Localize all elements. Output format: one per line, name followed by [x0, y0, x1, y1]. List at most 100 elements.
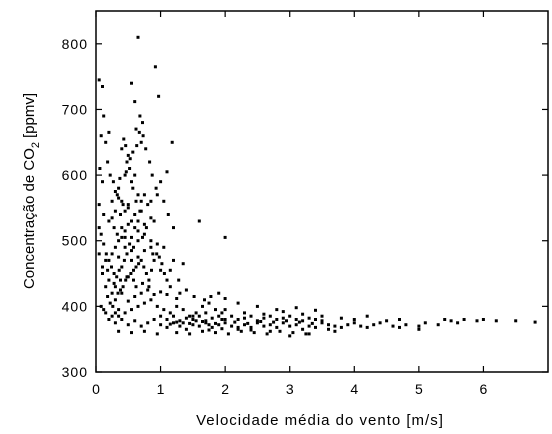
data-point [120, 235, 124, 239]
data-point [128, 167, 132, 170]
data-point [136, 35, 140, 39]
y-axis-label-main: Concentração de CO [21, 148, 38, 289]
data-point [124, 144, 128, 148]
data-point [372, 323, 376, 327]
data-point [136, 219, 140, 223]
data-point [210, 325, 214, 329]
data-point [172, 314, 175, 318]
data-point [230, 314, 234, 318]
data-point [391, 324, 395, 328]
x-tick-label: 0 [92, 381, 100, 397]
data-point [134, 127, 138, 131]
data-point [149, 298, 153, 302]
data-point [223, 297, 227, 300]
data-point [139, 324, 143, 328]
data-point [122, 137, 126, 141]
data-point [191, 323, 195, 327]
data-point [398, 325, 401, 329]
data-point [159, 268, 163, 272]
data-point [333, 329, 337, 333]
data-point [147, 285, 151, 289]
data-point [115, 232, 119, 236]
data-point [133, 319, 137, 323]
data-point [133, 173, 137, 177]
data-point [236, 318, 240, 321]
data-point [104, 285, 108, 289]
data-point [209, 295, 213, 298]
data-point [120, 265, 124, 269]
data-point [239, 329, 243, 333]
data-point [514, 319, 518, 323]
data-point [132, 245, 135, 249]
data-point [168, 311, 172, 315]
data-point [99, 304, 103, 308]
data-point [252, 331, 256, 335]
data-point [217, 323, 221, 327]
data-point [288, 334, 292, 338]
data-point [188, 321, 192, 325]
plot-frame [95, 10, 549, 373]
data-point [142, 329, 146, 333]
data-point [162, 272, 166, 275]
data-point [110, 314, 114, 318]
data-point [111, 304, 115, 308]
data-point [123, 229, 127, 233]
x-tick-label: 2 [221, 381, 229, 397]
data-point [449, 319, 453, 323]
data-point [125, 275, 129, 279]
data-point [117, 268, 121, 272]
data-point [249, 328, 253, 332]
data-point [255, 319, 259, 323]
data-point [278, 329, 282, 333]
y-tick-label: 300 [62, 364, 88, 380]
data-point [146, 321, 150, 325]
data-point [142, 232, 146, 236]
data-point [188, 332, 192, 336]
data-point [188, 314, 192, 318]
data-point [259, 320, 263, 323]
data-point [106, 268, 110, 272]
data-point [236, 325, 240, 329]
data-point [152, 219, 156, 223]
data-point [223, 318, 227, 321]
data-point [275, 308, 279, 312]
data-point [121, 203, 125, 207]
data-point [130, 81, 133, 85]
data-point [462, 318, 466, 321]
y-tick-label: 800 [62, 36, 88, 52]
data-point [294, 323, 298, 327]
data-point [181, 321, 185, 325]
data-point [154, 186, 158, 190]
data-point [157, 94, 161, 98]
data-point [314, 318, 317, 321]
data-point [104, 258, 108, 262]
data-point [207, 323, 211, 327]
data-point [139, 199, 143, 203]
data-point [378, 321, 382, 325]
data-point [255, 321, 259, 325]
data-point [102, 242, 106, 246]
y-axis-label-subscript: 2 [30, 142, 42, 148]
data-point [281, 310, 285, 314]
data-point [162, 308, 166, 312]
data-point [268, 314, 272, 318]
y-axis-label-unit: [ppmv] [21, 93, 38, 138]
data-point [184, 288, 188, 292]
data-point [178, 324, 182, 328]
data-point [146, 203, 150, 207]
data-point [194, 311, 198, 315]
data-point [108, 301, 112, 305]
data-point [142, 265, 146, 269]
data-point [139, 258, 143, 262]
data-point [107, 130, 111, 134]
data-point [138, 114, 142, 118]
data-point [359, 324, 363, 328]
data-point [133, 226, 137, 230]
data-point [327, 323, 330, 327]
data-point [112, 281, 116, 285]
data-point [149, 239, 153, 243]
data-point [131, 186, 135, 190]
data-point [128, 242, 132, 246]
data-point [101, 180, 104, 184]
